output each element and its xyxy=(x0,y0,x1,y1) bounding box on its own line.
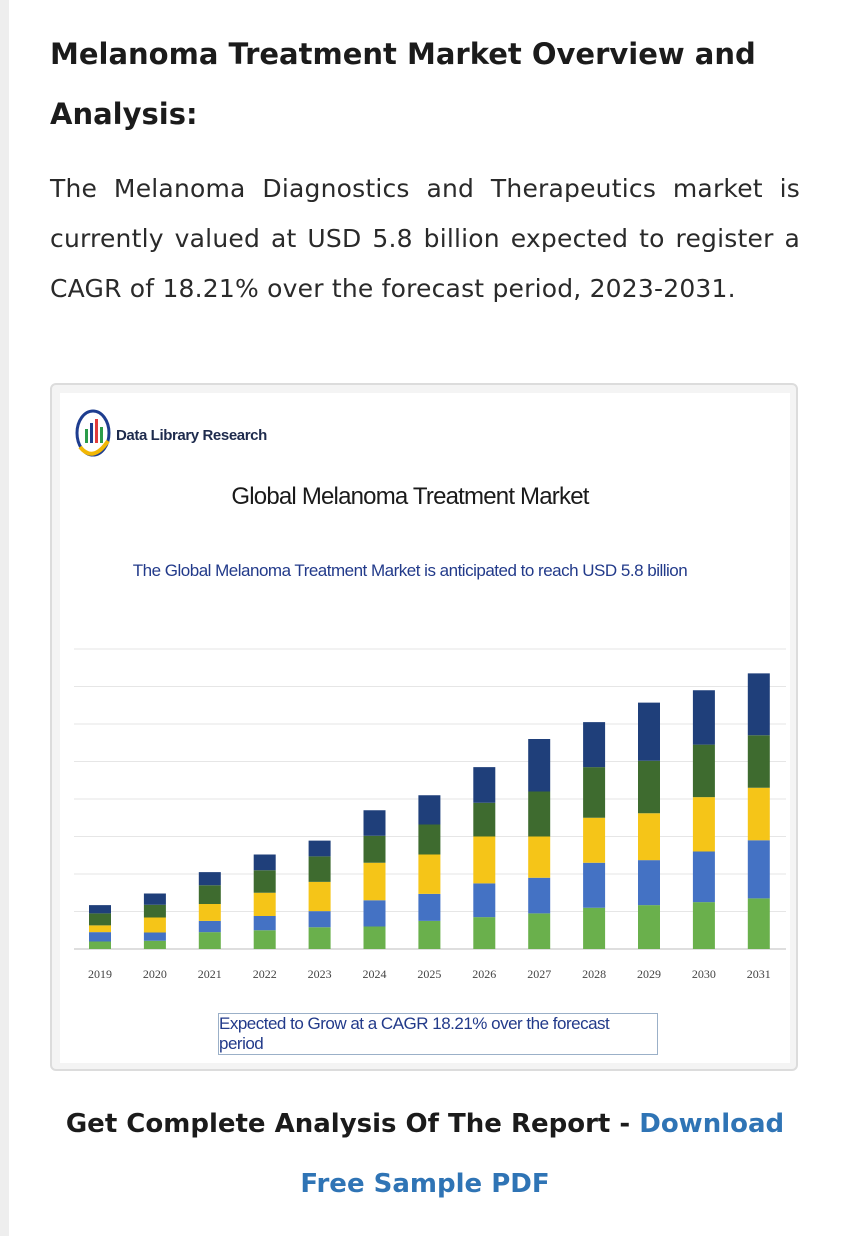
bar-segment-2029-4 xyxy=(638,760,660,814)
bar-segment-2030-3 xyxy=(692,797,715,852)
bar-segment-2023-3 xyxy=(308,881,331,912)
bar-segment-2026-2 xyxy=(473,883,496,918)
bar-segment-2023-4 xyxy=(308,856,331,882)
x-tick-label: 2026 xyxy=(472,967,496,981)
bar-segment-2027-5 xyxy=(528,739,551,792)
x-tick-label: 2028 xyxy=(582,967,606,981)
bar-segment-2026-3 xyxy=(473,836,496,884)
bar-segment-2022-3 xyxy=(253,892,276,916)
bar-segment-2028-3 xyxy=(583,817,606,863)
left-edge-strip xyxy=(0,0,9,1236)
bar-segment-2019-4 xyxy=(89,913,111,926)
chart-subtitle: The Global Melanoma Treatment Market is … xyxy=(132,561,688,580)
bar-segment-2021-2 xyxy=(198,920,221,933)
x-tick-label: 2031 xyxy=(747,967,771,981)
brand-logo: Data Library Research xyxy=(74,405,267,465)
bar-segment-2027-2 xyxy=(528,877,551,914)
bar-segment-2025-4 xyxy=(418,824,441,855)
bar-segment-2027-1 xyxy=(528,913,551,949)
bar-segment-2021-3 xyxy=(198,904,221,921)
bar-segment-2026-1 xyxy=(473,917,496,949)
bar-segment-2028-1 xyxy=(583,907,606,949)
bar-segment-2025-5 xyxy=(418,795,441,825)
bar-segment-2025-1 xyxy=(418,920,441,949)
bar-segment-2030-4 xyxy=(692,744,715,798)
bar-segment-2020-4 xyxy=(143,904,166,918)
x-tick-label: 2025 xyxy=(417,967,441,981)
bar-segment-2031-2 xyxy=(747,840,770,899)
bar-segment-2029-3 xyxy=(638,813,660,861)
bar-segment-2020-5 xyxy=(143,893,166,905)
bar-segment-2020-1 xyxy=(143,940,166,949)
bar-segment-2031-4 xyxy=(747,735,770,788)
bar-segment-2022-2 xyxy=(253,916,276,931)
x-tick-label: 2024 xyxy=(363,967,387,981)
market-chart-figure: Data Library Research Global Melanoma Tr… xyxy=(50,383,798,1071)
page-title: Melanoma Treatment Market Overview and A… xyxy=(50,37,756,131)
x-tick-label: 2023 xyxy=(308,967,332,981)
x-tick-label: 2027 xyxy=(527,967,551,981)
bar-segment-2021-5 xyxy=(198,872,221,886)
x-tick-label: 2029 xyxy=(637,967,661,981)
bar-segment-2026-4 xyxy=(473,802,496,837)
bar-segment-2025-3 xyxy=(418,854,441,894)
intro-paragraph: The Melanoma Diagnostics and Therapeutic… xyxy=(50,174,800,303)
call-to-action: Get Complete Analysis Of The Report - Do… xyxy=(50,1094,800,1214)
bar-segment-2024-3 xyxy=(363,862,386,901)
bar-segment-2030-2 xyxy=(692,851,715,903)
bar-segment-2029-5 xyxy=(638,702,660,761)
bar-segment-2023-1 xyxy=(308,927,331,949)
cagr-note: Expected to Grow at a CAGR 18.21% over t… xyxy=(218,1013,658,1055)
bar-segment-2020-2 xyxy=(143,932,166,941)
bar-segment-2019-3 xyxy=(89,925,111,933)
x-tick-label: 2022 xyxy=(253,967,277,981)
bar-segment-2027-4 xyxy=(528,791,551,837)
bar-segment-2030-5 xyxy=(692,690,715,745)
bar-segment-2019-2 xyxy=(89,932,111,942)
bar-segment-2023-5 xyxy=(308,840,331,857)
bar-segment-2031-3 xyxy=(747,787,770,841)
chart-image: Data Library Research Global Melanoma Tr… xyxy=(60,393,790,1063)
x-tick-label: 2021 xyxy=(198,967,222,981)
bar-segment-2027-3 xyxy=(528,836,551,878)
bar-segment-2019-5 xyxy=(89,905,111,914)
bar-segment-2020-3 xyxy=(143,917,166,933)
bar-segment-2021-1 xyxy=(198,932,221,949)
bar-segment-2024-1 xyxy=(363,926,386,949)
bar-segment-2029-1 xyxy=(638,905,660,949)
bar-segment-2029-2 xyxy=(638,860,660,906)
bar-segment-2022-1 xyxy=(253,930,276,949)
bar-segment-2028-4 xyxy=(583,767,606,818)
x-tick-label: 2030 xyxy=(692,967,716,981)
bar-segment-2022-5 xyxy=(253,854,276,871)
download-sample-link[interactable]: Download Free Sample PDF xyxy=(300,1109,785,1199)
x-tick-label: 2020 xyxy=(143,967,167,981)
brand-name: Data Library Research xyxy=(116,426,267,444)
bar-segment-2030-1 xyxy=(692,902,715,949)
bar-segment-2022-4 xyxy=(253,870,276,893)
bar-segment-2026-5 xyxy=(473,767,496,803)
bar-segment-2024-4 xyxy=(363,835,386,863)
chart-title: Global Melanoma Treatment Market xyxy=(231,483,589,510)
bar-segment-2028-2 xyxy=(583,862,606,908)
bar-segment-2028-5 xyxy=(583,722,606,768)
data-library-logo-icon xyxy=(75,409,111,457)
cta-text: Get Complete Analysis Of The Report - xyxy=(65,1109,640,1139)
stacked-bar-chart: 2019 2020 2021 2022 2023 2024 2025 2026 2027 2028… xyxy=(74,648,786,981)
x-tick-label: 2019 xyxy=(88,967,112,981)
bar-segment-2031-5 xyxy=(747,673,770,736)
bar-segment-2019-1 xyxy=(89,941,111,949)
bar-segment-2023-2 xyxy=(308,911,331,928)
bar-segment-2025-2 xyxy=(418,893,441,921)
bar-segment-2031-1 xyxy=(747,898,770,949)
bar-segment-2021-4 xyxy=(198,885,221,904)
bar-segment-2024-5 xyxy=(363,810,386,836)
bar-segment-2024-2 xyxy=(363,900,386,927)
